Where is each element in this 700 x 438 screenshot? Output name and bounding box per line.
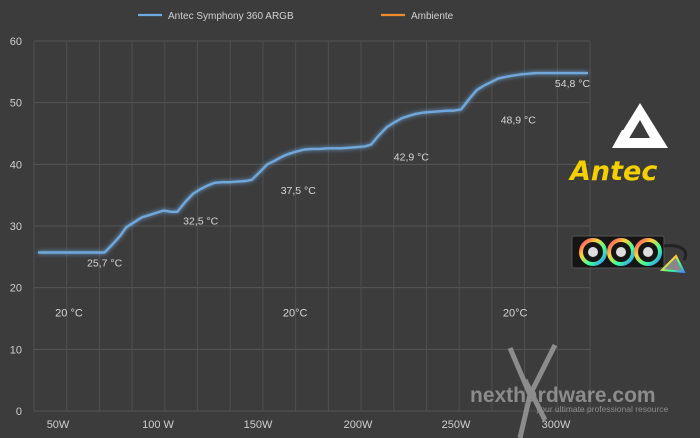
data-label: 37,5 °C — [281, 185, 317, 197]
legend: Antec Symphony 360 ARGB Ambiente — [138, 11, 454, 22]
x-tick-label: 300W — [542, 419, 571, 431]
cooler-image — [571, 235, 688, 274]
ambient-label: 20°C — [283, 308, 308, 320]
y-axis-ticks: 0 10 20 30 40 50 60 — [10, 36, 22, 418]
ambient-label: 20 °C — [55, 308, 83, 320]
antec-wordmark: Antec — [568, 156, 657, 187]
y-tick-label: 10 — [10, 344, 22, 356]
y-tick-label: 50 — [10, 98, 22, 110]
y-tick-label: 30 — [10, 221, 22, 233]
legend-label: Antec Symphony 360 ARGB — [168, 11, 294, 22]
x-tick-label: 200W — [344, 419, 373, 431]
x-tick-label: 150W — [244, 419, 273, 431]
watermark-text: nexthardware.com — [470, 384, 656, 407]
data-label: 54,8 °C — [555, 78, 591, 90]
watermark: nexthardware.com your ultimate professio… — [470, 343, 669, 438]
antec-mark-icon — [612, 103, 668, 148]
x-tick-label: 100 W — [142, 419, 174, 431]
watermark-tagline: your ultimate professional resource — [536, 404, 669, 414]
grid — [33, 40, 591, 412]
watermark-x-icon — [507, 343, 558, 438]
data-label: 32,5 °C — [183, 216, 219, 228]
x-tick-label: 250W — [442, 419, 471, 431]
y-tick-label: 40 — [10, 159, 22, 171]
ambient-label: 20°C — [503, 308, 528, 320]
data-label: 25,7 °C — [87, 258, 123, 270]
legend-label: Ambiente — [411, 11, 454, 22]
data-labels: 25,7 °C 32,5 °C 37,5 °C 42,9 °C 48,9 °C 54,8 … — [55, 78, 590, 320]
antec-logo: Antec — [568, 103, 668, 187]
y-tick-label: 20 — [10, 283, 22, 295]
x-axis-ticks: 50W 100 W 150W 200W 250W 300W — [47, 419, 571, 431]
series-line-antec — [38, 71, 588, 254]
data-label: 48,9 °C — [501, 114, 537, 126]
y-tick-label: 0 — [16, 406, 22, 418]
y-tick-label: 60 — [10, 36, 22, 48]
series-layer — [38, 71, 588, 289]
x-tick-label: 50W — [47, 419, 70, 431]
data-label: 42,9 °C — [394, 151, 430, 163]
